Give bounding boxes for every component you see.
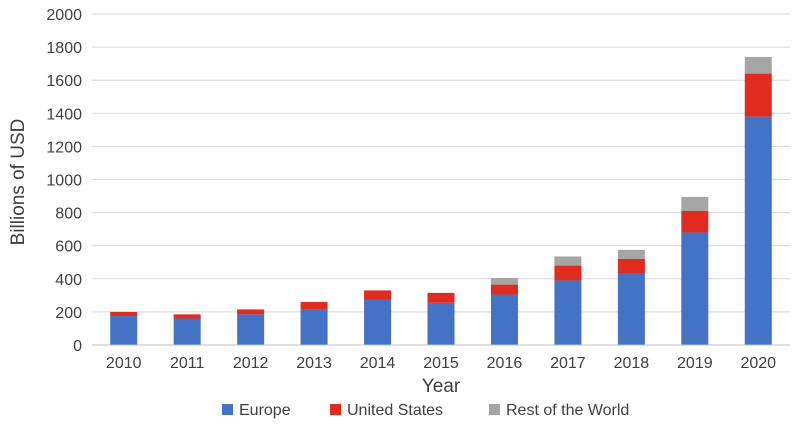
y-tick-label: 600 — [55, 239, 82, 256]
bar-united-states-2017 — [554, 265, 582, 281]
bar-rest-of-the-world-2018 — [617, 249, 645, 259]
bar-united-states-2011 — [173, 314, 201, 319]
legend-swatch-united-states — [330, 404, 341, 415]
x-tick-label: 2020 — [740, 355, 776, 372]
y-tick-label: 400 — [55, 272, 82, 289]
bar-rest-of-the-world-2020 — [744, 57, 772, 74]
gridlines — [92, 13, 790, 313]
legend: Europe United States Rest of the World — [222, 402, 629, 419]
x-tick-label: 2017 — [550, 355, 586, 372]
bar-europe-2012 — [237, 314, 265, 345]
x-tick-label: 2014 — [360, 355, 396, 372]
y-tick-label: 1200 — [46, 139, 82, 156]
bar-europe-2015 — [427, 302, 455, 345]
legend-swatch-europe — [222, 404, 233, 415]
x-axis-title: Year — [422, 376, 461, 397]
y-tick-label: 1400 — [46, 106, 82, 123]
x-tick-label: 2010 — [106, 355, 142, 372]
bar-rest-of-the-world-2019 — [681, 196, 709, 211]
bar-united-states-2010 — [110, 311, 138, 317]
x-tick-label: 2013 — [296, 355, 332, 372]
x-tick-label: 2019 — [677, 355, 713, 372]
y-tick-label: 2000 — [46, 7, 82, 24]
y-tick-label: 800 — [55, 206, 82, 223]
bar-europe-2014 — [364, 299, 392, 345]
x-tick-label: 2012 — [233, 355, 269, 372]
bar-united-states-2015 — [427, 292, 455, 303]
y-tick-label: 0 — [73, 338, 82, 355]
bar-europe-2010 — [110, 316, 138, 345]
bars — [110, 57, 772, 345]
y-axis-title: Billions of USD — [8, 119, 29, 246]
bar-united-states-2012 — [237, 309, 265, 315]
y-tick-label: 1800 — [46, 40, 82, 57]
bar-united-states-2020 — [744, 73, 772, 117]
legend-label: Rest of the World — [506, 402, 629, 419]
bar-europe-2018 — [617, 273, 645, 345]
y-tick-label: 1600 — [46, 73, 82, 90]
bar-europe-2016 — [490, 294, 518, 345]
bar-united-states-2013 — [300, 301, 328, 310]
bar-europe-2019 — [681, 232, 709, 345]
bar-rest-of-the-world-2016 — [490, 277, 518, 285]
axes: 0 200 400 600 800 1000 1200 1400 1600 1800 2000 201… — [46, 7, 790, 372]
bar-europe-2013 — [300, 309, 328, 345]
x-tick-label: 2018 — [614, 355, 650, 372]
legend-label: Europe — [239, 402, 291, 419]
bar-united-states-2016 — [490, 284, 518, 295]
x-tick-label: 2015 — [423, 355, 459, 372]
bar-europe-2020 — [744, 116, 772, 345]
bar-europe-2011 — [173, 318, 201, 345]
y-tick-label: 200 — [55, 305, 82, 322]
bar-europe-2017 — [554, 280, 582, 345]
y-tick-label: 1000 — [46, 173, 82, 190]
legend-label: United States — [347, 402, 443, 419]
legend-swatch-rest-of-the-world — [489, 404, 500, 415]
x-tick-label: 2011 — [170, 355, 205, 372]
bar-united-states-2018 — [617, 258, 645, 274]
x-tick-label: 2016 — [487, 355, 523, 372]
bar-united-states-2014 — [364, 290, 392, 300]
bar-united-states-2019 — [681, 210, 709, 233]
bar-rest-of-the-world-2017 — [554, 256, 582, 266]
